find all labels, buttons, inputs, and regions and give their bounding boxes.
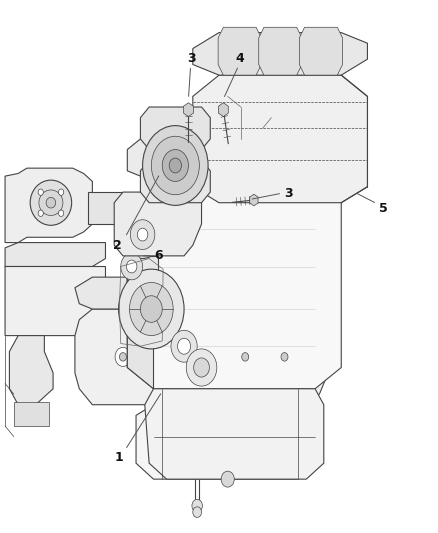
Circle shape [38, 210, 43, 216]
Circle shape [119, 269, 184, 349]
Text: 3: 3 [285, 187, 293, 200]
Text: 3: 3 [187, 52, 195, 64]
Ellipse shape [39, 190, 63, 215]
Text: 4: 4 [236, 52, 244, 64]
Polygon shape [127, 256, 175, 309]
Polygon shape [127, 181, 341, 389]
Polygon shape [250, 194, 258, 206]
Circle shape [138, 228, 148, 241]
Polygon shape [10, 336, 53, 405]
Polygon shape [259, 27, 302, 75]
Circle shape [141, 296, 162, 322]
Circle shape [193, 507, 201, 518]
Circle shape [127, 260, 137, 273]
Circle shape [186, 349, 217, 386]
Ellipse shape [30, 180, 72, 225]
Circle shape [130, 282, 173, 336]
Polygon shape [136, 405, 315, 479]
Text: 2: 2 [113, 239, 122, 252]
Circle shape [131, 220, 155, 249]
Circle shape [192, 499, 202, 512]
Ellipse shape [46, 197, 56, 208]
Polygon shape [132, 256, 158, 309]
Circle shape [143, 126, 208, 205]
Circle shape [121, 253, 143, 280]
Polygon shape [75, 277, 328, 309]
Polygon shape [141, 160, 210, 203]
Circle shape [194, 358, 209, 377]
Circle shape [120, 353, 127, 361]
Circle shape [115, 348, 131, 367]
Polygon shape [193, 75, 367, 203]
Circle shape [221, 471, 234, 487]
Circle shape [177, 338, 191, 354]
Circle shape [242, 353, 249, 361]
Polygon shape [5, 243, 106, 266]
Polygon shape [5, 168, 92, 243]
Polygon shape [127, 181, 153, 389]
Circle shape [180, 353, 187, 361]
Text: 5: 5 [379, 201, 388, 214]
Circle shape [237, 348, 253, 367]
Circle shape [171, 330, 197, 362]
Text: 1: 1 [114, 451, 123, 464]
Polygon shape [162, 415, 228, 442]
Polygon shape [141, 107, 210, 150]
Polygon shape [299, 27, 343, 75]
Circle shape [151, 136, 199, 195]
Circle shape [281, 353, 288, 361]
Text: 6: 6 [155, 249, 163, 262]
Polygon shape [218, 27, 261, 75]
Polygon shape [88, 192, 123, 224]
Polygon shape [75, 309, 328, 405]
Circle shape [38, 189, 43, 196]
Circle shape [169, 158, 181, 173]
Circle shape [59, 189, 64, 196]
Polygon shape [114, 192, 201, 256]
Circle shape [59, 210, 64, 216]
Circle shape [123, 211, 162, 259]
Circle shape [176, 348, 192, 367]
Polygon shape [184, 103, 193, 117]
Polygon shape [219, 103, 228, 117]
Polygon shape [193, 33, 367, 75]
Polygon shape [145, 389, 324, 479]
Circle shape [277, 348, 292, 367]
Polygon shape [5, 266, 106, 336]
Polygon shape [14, 402, 49, 426]
Circle shape [162, 150, 188, 181]
Polygon shape [127, 128, 341, 181]
